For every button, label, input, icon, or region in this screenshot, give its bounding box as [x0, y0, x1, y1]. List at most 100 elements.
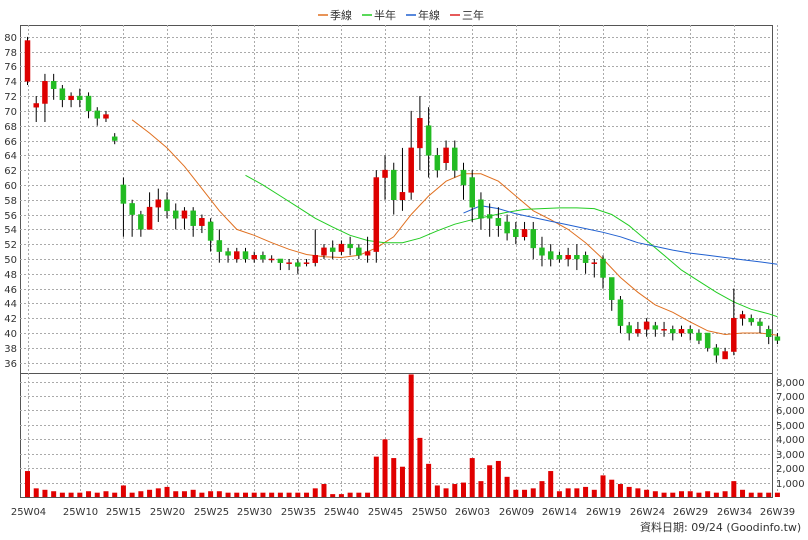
candle-body [286, 262, 292, 264]
price-tick-label: 40 [4, 329, 17, 340]
candle [33, 96, 39, 122]
volume-bar [495, 460, 501, 497]
candle [260, 251, 266, 263]
volume-bar [696, 492, 702, 497]
volume-bar [138, 491, 144, 497]
candle [408, 110, 414, 200]
legend-item: 半年 [362, 8, 396, 22]
volume-bar [652, 491, 658, 497]
candle [486, 203, 493, 237]
volume-bar [277, 492, 283, 497]
candle-body [757, 321, 763, 326]
legend-label: 季線 [330, 8, 352, 22]
volume-tick-label: 4,000 [776, 435, 805, 446]
candle-body [303, 262, 310, 264]
price-tick-label: 62 [4, 166, 17, 177]
price-axis: 36 38 40 42 44 46 48 50 52 54 56 58 60 62 64 66 68 70 72 74… [4, 33, 17, 370]
volume-bar [399, 466, 405, 497]
candle-body [556, 255, 563, 260]
candle-body [190, 210, 196, 226]
candle-body [539, 247, 545, 256]
volume-bar [190, 489, 196, 497]
candle-body [434, 155, 441, 171]
candle [390, 162, 397, 215]
volume-bar [556, 491, 562, 497]
candle-body [373, 177, 380, 252]
candle-body [504, 221, 510, 234]
candle-body [521, 229, 528, 238]
candle-body [77, 95, 83, 101]
candle [68, 92, 74, 108]
candle [373, 170, 380, 263]
candle-body [120, 184, 127, 204]
candle [460, 162, 467, 200]
volume-bar [391, 458, 397, 497]
candle-body [617, 299, 624, 326]
candle [111, 133, 118, 145]
legend-item: 季線 [318, 8, 352, 22]
candle-body [181, 210, 188, 219]
candle-body [547, 251, 554, 260]
candle-body [321, 247, 327, 256]
candle [670, 325, 676, 341]
volume-bar [312, 488, 318, 497]
volume-tick-label: 2,000 [776, 464, 805, 475]
candle [251, 251, 257, 263]
volume-bar [59, 492, 65, 497]
volume-bar [469, 458, 475, 497]
volume-bar [286, 492, 292, 497]
candle-body [312, 255, 319, 263]
candle [608, 277, 615, 311]
volume-bar [548, 471, 554, 497]
volume-bar [530, 488, 536, 497]
volume-tick-label: 8,000 [776, 378, 805, 389]
price-tick-label: 72 [4, 92, 17, 103]
price-tick-label: 58 [4, 196, 17, 207]
volume-bar [269, 492, 275, 497]
plot-frame [20, 25, 773, 498]
candle [443, 140, 449, 171]
candle-body [164, 199, 170, 212]
candle [582, 251, 589, 274]
x-tick-label: 25W20 [150, 507, 185, 518]
volume-bar [513, 489, 519, 497]
x-tick-label: 25W15 [106, 507, 141, 518]
candle [216, 229, 223, 263]
price-tick-label: 66 [4, 137, 17, 148]
volume-bar [740, 489, 746, 497]
volume-bar [199, 492, 205, 497]
candle [478, 192, 484, 230]
candle [268, 255, 275, 263]
candle-body [670, 329, 676, 334]
volume-tick-label: 1,000 [776, 479, 805, 490]
x-tick-label: 25W30 [237, 507, 272, 518]
candle [312, 229, 319, 267]
candle-body [103, 114, 109, 119]
candle-body [591, 262, 598, 264]
candle-body [329, 247, 336, 252]
candle [600, 255, 606, 289]
volume-bar [365, 492, 371, 497]
candle-body [42, 81, 48, 104]
legend-item: 三年 [450, 8, 484, 22]
candle-body [417, 118, 423, 149]
volume-bar [216, 491, 222, 497]
candle [425, 107, 432, 178]
volume-bar [338, 494, 344, 497]
candle [364, 236, 371, 263]
volume-bar [434, 485, 440, 497]
candle-body [408, 147, 414, 193]
volume-bar [251, 492, 257, 497]
candle [286, 258, 292, 271]
candle-body [338, 243, 345, 252]
candle [547, 244, 554, 267]
candle [713, 344, 720, 363]
volume-bar [478, 481, 484, 497]
candle-body [574, 255, 580, 260]
legend-item: 年線 [406, 8, 440, 22]
candle-body [268, 258, 275, 261]
volume-bar [155, 488, 161, 497]
candle-body [85, 95, 92, 112]
volume-bar [356, 492, 362, 497]
candle [417, 96, 423, 171]
